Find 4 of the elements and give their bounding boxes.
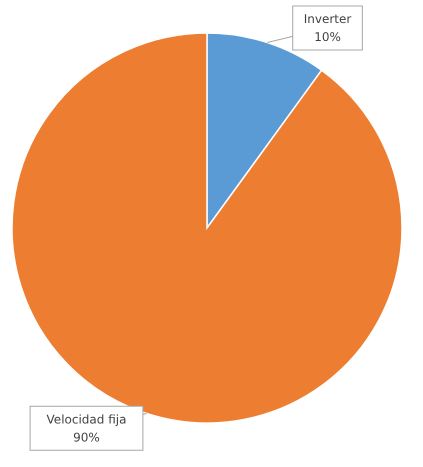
slice-label: Inverter <box>304 12 352 26</box>
slice-label: Velocidad fija <box>46 412 126 426</box>
data-label: 10% <box>314 30 341 44</box>
data-label: 90% <box>73 430 100 444</box>
